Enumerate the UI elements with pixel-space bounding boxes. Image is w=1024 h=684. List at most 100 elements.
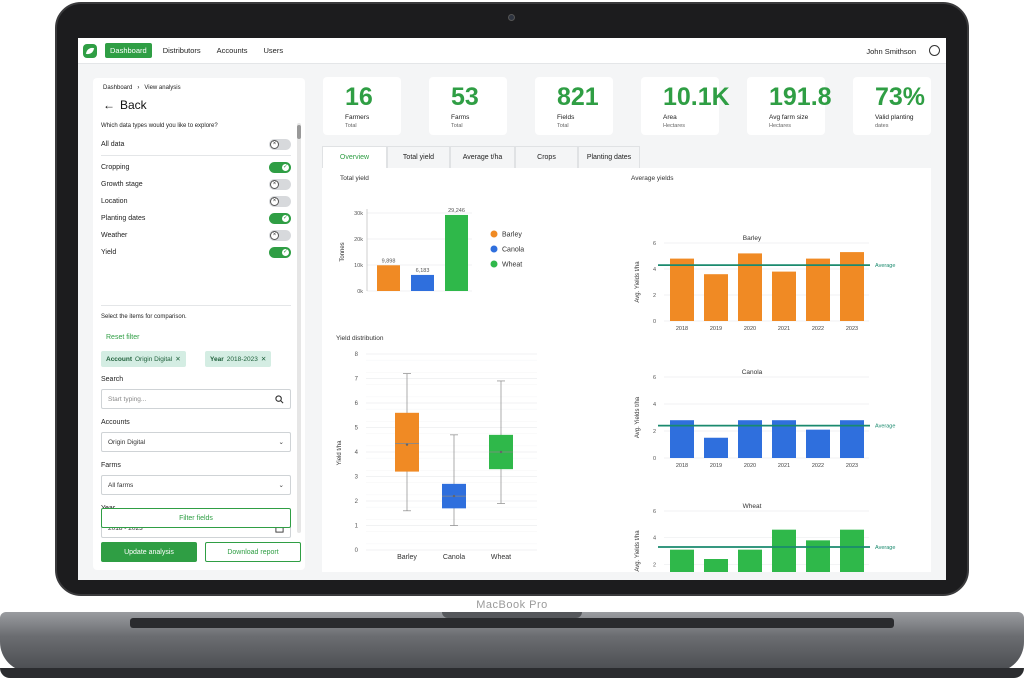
camera-icon	[508, 14, 515, 21]
data-type-toggle[interactable]: ✓	[269, 212, 291, 224]
tab-total-yield[interactable]: Total yield	[387, 146, 450, 168]
data-label: 6,183	[416, 268, 430, 274]
stat-label: Farmers	[345, 114, 370, 121]
nav-distributors[interactable]: Distributors	[162, 46, 201, 55]
nav-accounts[interactable]: Accounts	[216, 46, 248, 55]
accounts-value: Origin Digital	[108, 438, 146, 446]
stat-card: 821 Fields Total	[535, 77, 613, 135]
scrollbar-thumb[interactable]	[297, 125, 301, 139]
y-tick-label: 10k	[354, 263, 363, 269]
arrow-left-icon: ←	[103, 98, 115, 112]
stat-value: 16	[345, 83, 373, 111]
average-yields-title: Average yields	[631, 175, 674, 182]
back-label: Back	[120, 98, 147, 112]
all-data-toggle[interactable]: ×	[269, 138, 291, 150]
data-type-toggle[interactable]: ×	[269, 178, 291, 190]
x-icon: ×	[270, 179, 279, 189]
farms-select[interactable]: All farms ⌄	[101, 475, 291, 495]
app-screen: Dashboard Distributors Accounts Users Jo…	[78, 38, 946, 580]
close-icon[interactable]: ✕	[175, 356, 181, 363]
y-axis-label: Avg. Yields t/ha	[635, 396, 641, 438]
breadcrumb-view-analysis: View analysis	[144, 85, 181, 91]
yield-distribution-title: Yield distribution	[336, 335, 384, 342]
bar	[704, 559, 728, 580]
x-tick-label: 2023	[846, 326, 858, 332]
stat-label: Avg farm size	[769, 114, 809, 121]
check-icon: ✓	[281, 247, 290, 257]
x-icon: ×	[270, 139, 279, 149]
search-input[interactable]: Start typing...	[101, 389, 291, 409]
y-tick-label: 4	[653, 267, 656, 273]
bar	[704, 437, 728, 458]
tab-planting-dates[interactable]: Planting dates	[578, 146, 640, 168]
x-tick-label: 2022	[812, 326, 824, 332]
y-tick-label: 30k	[354, 211, 363, 217]
farms-value: All farms	[108, 481, 134, 489]
year-value: 2018 - 2023	[108, 524, 143, 532]
x-tick-label: Wheat	[491, 554, 511, 561]
y-tick-label: 6	[653, 241, 656, 247]
nav-dashboard[interactable]: Dashboard	[105, 43, 152, 58]
breadcrumb-dashboard[interactable]: Dashboard	[103, 85, 133, 91]
legend-swatch	[490, 230, 498, 238]
accounts-select[interactable]: Origin Digital ⌄	[101, 432, 291, 452]
bar	[806, 540, 830, 580]
chip-key: Account	[106, 355, 132, 363]
y-tick-label: 0	[653, 319, 656, 325]
data-type-row: Planting dates ✓	[101, 211, 291, 225]
sidebar-scrollbar[interactable]	[297, 123, 301, 533]
close-icon[interactable]: ✕	[260, 356, 267, 363]
bar	[840, 252, 864, 321]
data-type-label: Planting dates	[101, 214, 146, 222]
update-analysis-button[interactable]: Update analysis	[101, 542, 197, 562]
nav-users[interactable]: Users	[263, 46, 284, 55]
chip-year[interactable]: Year 2018-2023 ✕	[205, 351, 272, 367]
data-type-toggle[interactable]: ✓	[269, 161, 291, 173]
base-notch	[442, 612, 582, 618]
bar	[670, 258, 694, 321]
search-label: Search	[101, 376, 124, 383]
download-report-button[interactable]: Download report	[205, 542, 301, 562]
data-type-toggle[interactable]: ×	[269, 195, 291, 207]
data-label: 9,898	[382, 258, 396, 264]
bar	[772, 271, 796, 321]
stat-sublabel: Total	[557, 123, 569, 129]
bar	[806, 429, 830, 458]
user-name[interactable]: John Smithson	[866, 47, 916, 56]
filter-fields-button[interactable]: Filter fields	[101, 508, 291, 528]
data-type-toggle[interactable]: ×	[269, 229, 291, 241]
x-tick-label: Canola	[443, 554, 465, 561]
chip-value: Origin Digital	[135, 355, 173, 363]
farms-label: Farms	[101, 462, 121, 469]
stat-sublabel: Hectares	[769, 123, 792, 129]
tab-average-tha[interactable]: Average t/ha	[450, 146, 515, 168]
search-icon	[275, 394, 284, 403]
tab-overview[interactable]: Overview	[322, 146, 387, 168]
data-type-label: Location	[101, 197, 128, 205]
x-tick-label: 2020	[744, 463, 756, 469]
x-tick-label: 2018	[676, 463, 688, 469]
y-tick-label: 4	[653, 536, 656, 542]
accounts-label: Accounts	[101, 419, 130, 426]
average-label: Average	[875, 263, 895, 269]
y-tick-label: 20k	[354, 237, 363, 243]
y-tick-label: 2	[653, 562, 656, 568]
data-type-toggle[interactable]: ✓	[269, 246, 291, 258]
small-chart-title: Barley	[743, 235, 762, 242]
laptop-foot	[0, 668, 1024, 678]
reset-filter-link[interactable]: Reset filter	[106, 334, 140, 341]
tab-crops[interactable]: Crops	[515, 146, 578, 168]
average-label: Average	[875, 424, 895, 430]
data-type-row: Yield ✓	[101, 245, 291, 259]
chip-account[interactable]: Account Origin Digital ✕	[101, 351, 186, 367]
stat-card: 10.1K Area Hectares	[641, 77, 730, 135]
chevron-down-icon: ⌄	[278, 482, 284, 489]
stat-sublabel: Hectares	[663, 123, 686, 129]
back-button[interactable]: ← Back	[103, 98, 147, 112]
leaf-logo-icon[interactable]	[83, 43, 97, 58]
bar	[670, 549, 694, 580]
user-avatar-icon[interactable]	[929, 45, 940, 56]
stat-label: Valid planting	[875, 114, 914, 121]
charts-canvas: 0k 10k 20k 30k Tonnes 9,898 6,183 29,246 Barley C…	[337, 208, 895, 580]
x-tick-label: 2023	[846, 463, 858, 469]
